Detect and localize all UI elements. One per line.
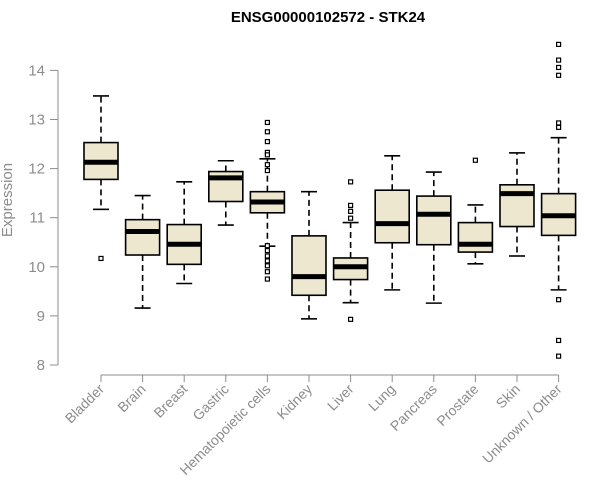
boxes-layer bbox=[83, 41, 577, 359]
box-group bbox=[166, 181, 202, 285]
x-category-label: Liver bbox=[324, 381, 357, 414]
outlier-point bbox=[348, 202, 354, 209]
box-group bbox=[124, 194, 161, 309]
outlier-point bbox=[555, 64, 562, 71]
outlier-point bbox=[555, 124, 562, 130]
x-category-label: Kidney bbox=[274, 381, 316, 423]
outlier-point bbox=[555, 72, 562, 78]
x-category-label: Unknown / Other bbox=[479, 381, 565, 467]
y-axis-label: Expression bbox=[0, 163, 16, 237]
y-tick-label: 11 bbox=[29, 210, 45, 227]
outlier-point bbox=[264, 167, 270, 174]
outlier-point bbox=[555, 297, 562, 303]
box-iqr bbox=[415, 195, 452, 246]
y-tick-label: 12 bbox=[28, 161, 45, 178]
box-iqr bbox=[291, 235, 327, 297]
outlier-point bbox=[555, 57, 562, 63]
y-tick-label: 9 bbox=[37, 308, 45, 325]
box-iqr bbox=[499, 184, 535, 228]
box-group bbox=[415, 171, 452, 304]
outlier-point bbox=[264, 243, 270, 249]
outlier-point bbox=[264, 129, 270, 135]
outlier-point bbox=[555, 120, 562, 126]
box-group bbox=[499, 152, 535, 257]
box-group bbox=[374, 155, 411, 291]
box-iqr bbox=[124, 218, 161, 256]
outlier-point bbox=[555, 41, 562, 47]
outlier-point bbox=[348, 215, 354, 221]
outlier-point bbox=[264, 253, 270, 259]
outlier-point bbox=[555, 353, 562, 359]
outlier-point bbox=[264, 119, 270, 126]
outlier-point bbox=[264, 258, 270, 264]
box-group bbox=[249, 119, 286, 282]
outlier-point bbox=[98, 255, 104, 262]
box-group bbox=[83, 95, 119, 262]
x-category-label: Lung bbox=[365, 381, 398, 414]
x-category-label: Bladder bbox=[62, 381, 108, 427]
y-tick-label: 13 bbox=[28, 112, 45, 129]
outlier-point bbox=[348, 316, 354, 322]
outlier-point bbox=[264, 269, 270, 275]
x-category-label: Breast bbox=[150, 381, 190, 421]
y-tick-label: 14 bbox=[28, 62, 45, 79]
box-group bbox=[540, 41, 577, 359]
outlier-point bbox=[264, 152, 270, 158]
y-axis: 8 9 10 11 12 13 14 bbox=[28, 62, 59, 374]
x-category-label: Brain bbox=[114, 381, 148, 415]
outlier-point bbox=[264, 162, 270, 168]
outlier-point bbox=[348, 179, 354, 185]
x-category-label: Prostate bbox=[433, 381, 481, 429]
box-iqr bbox=[457, 221, 494, 253]
box-group bbox=[291, 190, 327, 320]
y-tick-label: 10 bbox=[28, 259, 45, 276]
box-group bbox=[457, 157, 494, 265]
outlier-point bbox=[264, 138, 270, 145]
chart-title: ENSG00000102572 - STK24 bbox=[231, 9, 426, 26]
box-iqr bbox=[374, 189, 411, 244]
outlier-point bbox=[264, 247, 270, 254]
outlier-point bbox=[264, 263, 270, 269]
y-tick-label: 8 bbox=[37, 357, 45, 374]
outlier-point bbox=[472, 157, 478, 163]
x-category-label: Skin bbox=[493, 381, 524, 412]
outlier-point bbox=[348, 208, 354, 214]
box-group bbox=[332, 179, 369, 322]
outlier-point bbox=[264, 276, 270, 282]
box-group bbox=[208, 159, 244, 226]
outlier-point bbox=[555, 337, 562, 344]
